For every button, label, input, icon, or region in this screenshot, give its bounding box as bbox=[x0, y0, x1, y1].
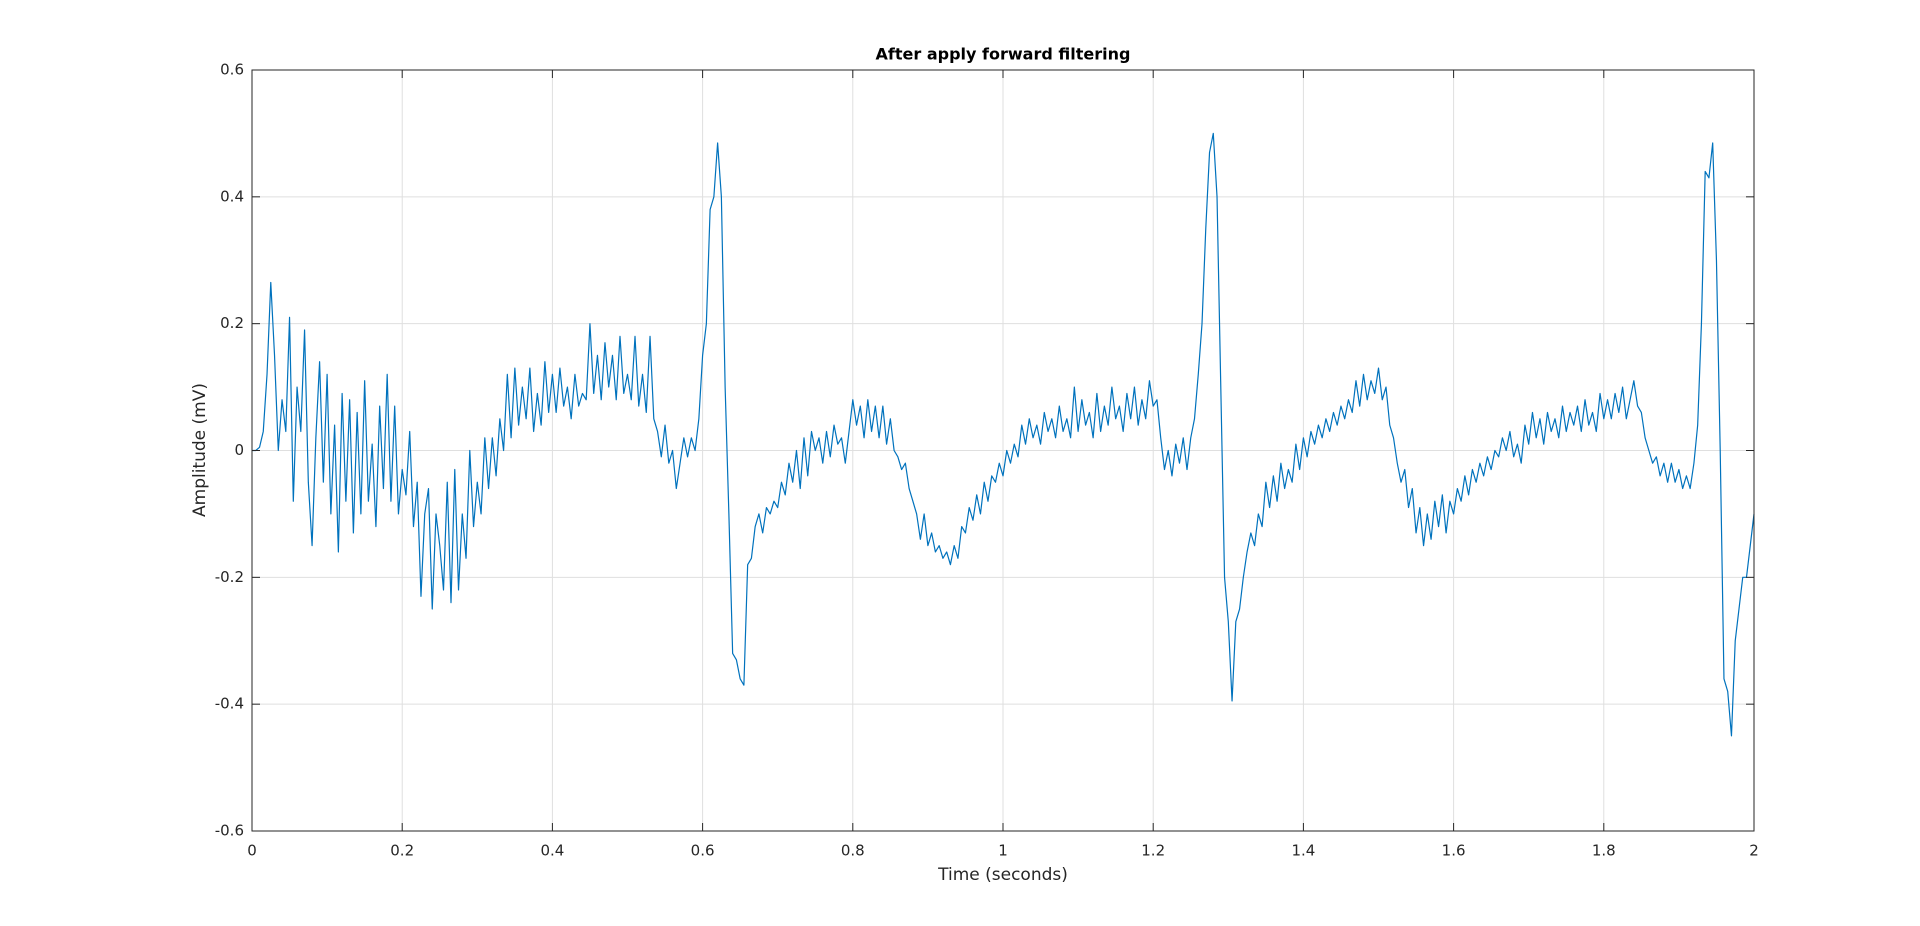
y-tick-label: -0.6 bbox=[215, 822, 244, 840]
x-tick-label: 0.4 bbox=[540, 842, 564, 860]
y-tick-label: 0.4 bbox=[220, 187, 244, 205]
y-tick-label: 0 bbox=[234, 441, 244, 459]
x-tick-label: 2 bbox=[1749, 842, 1759, 860]
y-tick-label: -0.2 bbox=[215, 568, 244, 586]
x-tick-label: 0.8 bbox=[841, 842, 865, 860]
y-tick-label: -0.4 bbox=[215, 695, 244, 713]
x-tick-label: 1.2 bbox=[1141, 842, 1165, 860]
marks bbox=[252, 132, 1755, 737]
x-tick-label: 1.6 bbox=[1442, 842, 1466, 860]
x-tick-label: 1.4 bbox=[1291, 842, 1315, 860]
x-tick-label: 1.8 bbox=[1592, 842, 1616, 860]
x-tick-label: 0.6 bbox=[691, 842, 715, 860]
chart-title: After apply forward filtering bbox=[876, 45, 1131, 64]
x-tick-label: 0 bbox=[247, 842, 257, 860]
y-tick-label: 0.6 bbox=[220, 61, 244, 79]
ticks: 0 0.2 0.4 0.6 0.8 1 1.2 1.4 1.6 1.8 2 -0.6 -0.4 -0.2 0… bbox=[215, 61, 1759, 860]
x-tick-label: 1 bbox=[998, 842, 1008, 860]
y-tick-label: 0.2 bbox=[220, 314, 244, 332]
x-axis-label: Time (seconds) bbox=[937, 865, 1068, 885]
x-tick-label: 0.2 bbox=[390, 842, 414, 860]
signal-line bbox=[252, 132, 1755, 737]
y-axis-label: Amplitude (mV) bbox=[190, 383, 210, 517]
